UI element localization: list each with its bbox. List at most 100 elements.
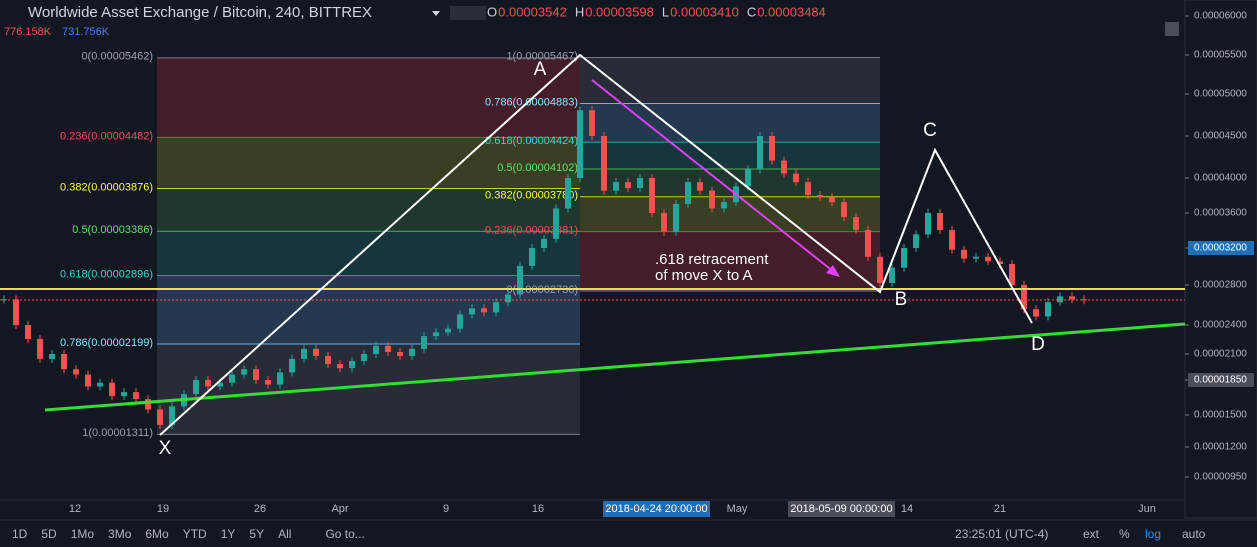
axis-option[interactable]: % <box>1119 527 1130 541</box>
candles <box>1 106 1087 429</box>
candle <box>697 182 703 191</box>
candle <box>421 336 427 349</box>
candle <box>121 392 127 397</box>
time-highlight-label: 2018-05-09 00:00:00 <box>790 503 892 515</box>
fib-zone <box>157 188 580 232</box>
candle <box>541 238 547 248</box>
symbol[interactable]: Worldwide Asset Exchange / Bitcoin, 240,… <box>28 4 372 21</box>
ohlc-key: H <box>575 4 584 19</box>
ohlc-key: O <box>487 4 497 19</box>
fib-zone <box>157 57 580 138</box>
x-tick-label: 12 <box>69 503 81 515</box>
candle <box>361 354 367 361</box>
candle <box>877 256 883 284</box>
candle <box>97 382 103 387</box>
x-tick-label: Jun <box>1138 503 1156 515</box>
range-button[interactable]: 1D <box>12 527 28 541</box>
fib-label: 0.382(0.00003780) <box>485 190 578 202</box>
candle <box>109 382 115 397</box>
range-button[interactable]: 3Mo <box>108 527 132 541</box>
dropdown-icon[interactable] <box>432 11 440 16</box>
candle <box>169 406 175 425</box>
candle <box>1021 285 1027 310</box>
axis-option[interactable]: auto <box>1182 527 1206 541</box>
candle <box>457 314 463 329</box>
candle <box>913 234 919 248</box>
axis-option[interactable]: ext <box>1083 527 1100 541</box>
ohlc-value: 0.00003484 <box>757 4 826 19</box>
ohlc-value: 0.00003542 <box>498 4 567 19</box>
axis-option[interactable]: log <box>1145 527 1161 541</box>
fib-label: 0.618(0.00004424) <box>485 135 578 147</box>
candle <box>721 202 727 209</box>
candle <box>1045 302 1051 317</box>
clock: 23:25:01 (UTC-4) <box>955 527 1048 541</box>
fib-label: 0.786(0.00004883) <box>485 96 578 108</box>
candle <box>37 339 43 359</box>
candle <box>769 136 775 161</box>
fib-label: 0.5(0.00003386) <box>72 224 153 236</box>
fib-label: 0.786(0.00002199) <box>60 337 153 349</box>
y-tick-label: 0.00000950 <box>1194 472 1247 483</box>
candle <box>433 332 439 337</box>
candle <box>649 178 655 213</box>
candle <box>745 169 751 187</box>
candle <box>937 213 943 230</box>
settings-icon[interactable] <box>1165 22 1179 36</box>
y-tick-label: 0.00004000 <box>1194 173 1247 184</box>
fib-label: 1(0.00001311) <box>82 427 153 439</box>
icons[interactable] <box>450 6 486 20</box>
time-highlight <box>788 501 895 517</box>
fib-zone <box>157 137 580 189</box>
candle <box>925 213 931 235</box>
ohlc-value: 0.00003598 <box>585 4 654 19</box>
candle <box>493 302 499 313</box>
fib-label: 0.618(0.00002896) <box>60 269 153 281</box>
y-tick-label: 0.00005000 <box>1194 89 1247 100</box>
candle <box>589 110 595 136</box>
xabcd-pattern <box>159 53 1033 436</box>
candle <box>397 351 403 356</box>
candle <box>25 325 31 340</box>
goto-button[interactable]: Go to... <box>325 527 364 541</box>
ohlc-value: 0.00003410 <box>670 4 739 19</box>
range-button[interactable]: 1Mo <box>71 527 95 541</box>
y-tick-label: 0.00001200 <box>1194 442 1247 453</box>
range-button[interactable]: 1Y <box>221 527 236 541</box>
fib-label: 1(0.00005467) <box>506 50 578 62</box>
fib-zone <box>580 103 880 143</box>
candle <box>253 369 259 380</box>
fib-zone <box>580 231 880 291</box>
candle <box>949 229 955 250</box>
candle <box>277 372 283 385</box>
range-button[interactable]: 5D <box>41 527 57 541</box>
x-tick-label: 19 <box>157 503 169 515</box>
range-button[interactable]: 6Mo <box>145 527 169 541</box>
candle <box>973 256 979 259</box>
range-button[interactable]: All <box>278 527 291 541</box>
candle <box>217 382 223 387</box>
fib-zone <box>157 231 580 276</box>
x-tick-label: Apr <box>331 503 348 515</box>
candle <box>301 348 307 359</box>
range-button[interactable]: 5Y <box>249 527 264 541</box>
candle <box>1033 309 1039 317</box>
annotation: .618 retracement <box>655 251 769 268</box>
candle <box>577 110 583 178</box>
price-highlight <box>1188 373 1254 387</box>
candle <box>529 248 535 266</box>
candle <box>709 190 715 209</box>
drawings: X A B C D .618 retracement of move X to … <box>0 53 1186 459</box>
candle <box>481 308 487 313</box>
candle <box>625 182 631 189</box>
fib-zone <box>580 196 880 232</box>
x-tick-label: May <box>727 503 748 515</box>
trend-line <box>44 322 1186 412</box>
candle <box>613 182 619 191</box>
fib-zone <box>157 343 580 435</box>
pattern-label: D <box>1031 334 1045 355</box>
range-button[interactable]: YTD <box>183 527 207 541</box>
candle <box>997 261 1003 265</box>
candle <box>793 173 799 183</box>
